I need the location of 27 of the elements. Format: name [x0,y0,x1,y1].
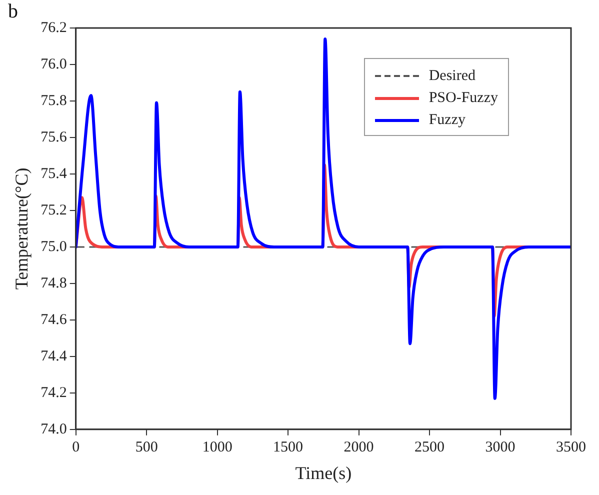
x-tick-label: 1000 [202,439,232,456]
y-tick-label: 75.6 [40,129,68,146]
y-tick-label: 76.2 [40,20,67,36]
y-tick-label: 74.6 [40,312,68,328]
x-tick-label: 2500 [414,439,445,456]
x-tick-label: 3500 [556,439,586,456]
y-tick-label: 74.4 [40,348,68,364]
legend-label: PSO-Fuzzy [428,90,498,106]
y-tick-label: 75.2 [40,202,67,218]
y-tick-label: 74.2 [40,384,67,401]
x-tick-label: 1500 [273,439,304,456]
x-tick-label: 0 [72,439,80,456]
x-tick-label: 2000 [344,439,374,456]
y-tick-label: 74.0 [40,421,67,438]
y-tick-label: 76.0 [40,56,67,72]
y-tick-label: 75.8 [40,92,67,109]
y-tick-label: 75.4 [40,166,68,182]
y-tick-label: 75.0 [40,238,67,255]
x-tick-label: 3000 [485,439,516,456]
chart-title: b [8,0,18,22]
y-axis-title: Temperature(°C) [12,168,32,290]
legend-label: Fuzzy [428,112,466,128]
x-tick-label: 500 [135,439,158,456]
line-series [76,37,571,400]
y-tick-label: 74.8 [40,275,67,292]
legend-label: Desired [428,68,476,84]
x-axis-title: Time(s) [295,462,352,483]
